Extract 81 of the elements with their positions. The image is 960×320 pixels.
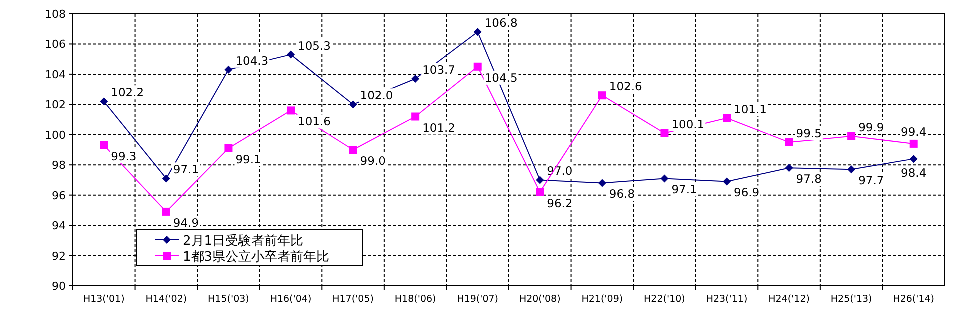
data-label: 101.1 bbox=[734, 102, 767, 116]
data-label: 99.4 bbox=[901, 124, 927, 139]
y-tick-label: 94 bbox=[52, 220, 66, 233]
point bbox=[536, 176, 544, 184]
y-tick-label: 102 bbox=[45, 98, 66, 112]
point bbox=[162, 208, 170, 216]
point bbox=[162, 174, 170, 183]
x-tick-label: H15('03) bbox=[208, 294, 250, 305]
y-tick-label: 98 bbox=[52, 159, 66, 172]
data-label: 99.0 bbox=[360, 154, 386, 168]
data-label: 96.8 bbox=[609, 187, 636, 202]
point bbox=[224, 66, 233, 74]
x-tick-label: H23('11) bbox=[706, 294, 748, 305]
point bbox=[412, 112, 420, 121]
data-label: 104.5 bbox=[484, 70, 518, 85]
point bbox=[349, 100, 358, 109]
data-label: 99.3 bbox=[111, 149, 137, 164]
x-tick-label: H13('01) bbox=[83, 294, 125, 305]
x-tick-label: H24('12) bbox=[768, 294, 810, 305]
point bbox=[598, 92, 606, 100]
point bbox=[660, 174, 669, 183]
data-label: 99.5 bbox=[796, 126, 822, 140]
point bbox=[723, 178, 731, 186]
point bbox=[287, 50, 295, 59]
x-tick-label: H19('07) bbox=[457, 294, 499, 305]
x-tick-label: H21('09) bbox=[582, 294, 624, 305]
point bbox=[224, 144, 233, 152]
data-label: 97.1 bbox=[672, 182, 698, 197]
x-tick-label: H25('13) bbox=[830, 294, 872, 305]
y-tick-label: 92 bbox=[52, 250, 66, 263]
point bbox=[910, 140, 918, 148]
x-tick-label: H26('14) bbox=[893, 294, 935, 305]
y-tick-label: 108 bbox=[45, 8, 66, 21]
data-label: 101.2 bbox=[422, 120, 456, 135]
x-tick-label: H18('06) bbox=[394, 294, 436, 305]
x-tick-label: H16('04) bbox=[270, 294, 312, 305]
data-label: 105.3 bbox=[298, 38, 331, 53]
data-label: 97.1 bbox=[173, 162, 200, 177]
point bbox=[412, 74, 420, 83]
legend-label: 1都3県公立小卒者前年比 bbox=[183, 249, 330, 265]
x-tick-label: H17('05) bbox=[332, 294, 374, 305]
data-label: 102.6 bbox=[609, 80, 642, 94]
point bbox=[723, 114, 731, 122]
point bbox=[474, 62, 482, 71]
data-label: 96.9 bbox=[734, 186, 760, 200]
point bbox=[349, 146, 358, 154]
legend-label: 2月1日受験者前年比 bbox=[183, 234, 304, 249]
point bbox=[100, 141, 108, 150]
x-tick-label: H22('10) bbox=[644, 294, 686, 305]
point bbox=[848, 166, 856, 174]
data-label: 97.7 bbox=[858, 174, 884, 188]
data-label: 96.2 bbox=[547, 196, 573, 210]
point bbox=[100, 98, 108, 106]
y-tick-label: 96 bbox=[52, 189, 66, 202]
point bbox=[474, 28, 482, 36]
data-label: 94.9 bbox=[173, 216, 200, 230]
data-label: 98.4 bbox=[901, 166, 927, 180]
data-label: 101.6 bbox=[298, 114, 331, 129]
data-label: 102.0 bbox=[360, 88, 394, 103]
data-label: 106.8 bbox=[484, 16, 518, 30]
y-tick-label: 104 bbox=[45, 68, 66, 82]
point bbox=[536, 188, 544, 196]
data-label: 100.1 bbox=[672, 117, 705, 132]
x-tick-label: H14('02) bbox=[146, 294, 188, 305]
data-label: 102.2 bbox=[111, 86, 144, 100]
point bbox=[287, 106, 295, 115]
point bbox=[598, 179, 606, 188]
data-label: 99.1 bbox=[236, 152, 262, 166]
data-label: 99.9 bbox=[858, 120, 884, 134]
point bbox=[785, 138, 794, 146]
data-label: 104.3 bbox=[236, 54, 269, 68]
y-tick-label: 100 bbox=[45, 128, 66, 142]
data-label: 103.7 bbox=[422, 62, 456, 77]
point bbox=[785, 164, 794, 172]
x-tick-label: H20('08) bbox=[519, 294, 561, 305]
point bbox=[660, 129, 669, 138]
y-tick-label: 90 bbox=[52, 280, 66, 293]
y-tick-label: 106 bbox=[45, 38, 66, 52]
point bbox=[910, 155, 918, 164]
data-label: 97.8 bbox=[796, 172, 822, 186]
point bbox=[848, 132, 856, 140]
